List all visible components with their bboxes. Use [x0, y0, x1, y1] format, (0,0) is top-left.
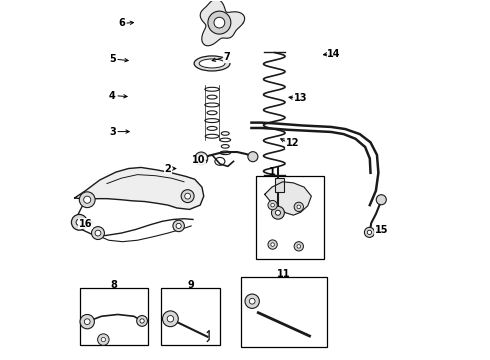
Circle shape	[368, 230, 371, 234]
Circle shape	[72, 215, 87, 230]
Circle shape	[76, 219, 82, 226]
Text: 3: 3	[109, 127, 116, 136]
Circle shape	[208, 11, 231, 34]
Text: 4: 4	[109, 91, 116, 101]
Text: 15: 15	[374, 225, 388, 235]
Text: 7: 7	[224, 52, 230, 62]
Text: 11: 11	[277, 269, 291, 279]
Circle shape	[98, 334, 109, 345]
Circle shape	[185, 193, 191, 199]
Ellipse shape	[199, 59, 225, 68]
Circle shape	[376, 195, 386, 205]
Text: 1: 1	[269, 167, 275, 177]
Circle shape	[249, 298, 255, 304]
Circle shape	[195, 152, 208, 165]
Polygon shape	[74, 167, 204, 210]
Circle shape	[173, 220, 184, 231]
Circle shape	[271, 206, 284, 219]
Circle shape	[214, 17, 225, 28]
Circle shape	[294, 242, 303, 251]
Circle shape	[101, 337, 105, 342]
Circle shape	[365, 227, 374, 237]
Circle shape	[294, 202, 303, 212]
Circle shape	[268, 201, 277, 210]
Circle shape	[140, 319, 144, 323]
Ellipse shape	[194, 56, 230, 71]
Bar	[275, 178, 284, 192]
Text: 6: 6	[118, 18, 124, 28]
Circle shape	[271, 243, 274, 246]
Text: 5: 5	[109, 54, 116, 64]
Bar	[80, 288, 148, 345]
Circle shape	[248, 152, 258, 162]
Bar	[466, 96, 477, 105]
Bar	[463, 93, 481, 108]
Polygon shape	[265, 182, 311, 215]
Circle shape	[199, 156, 204, 161]
Text: 16: 16	[79, 219, 92, 229]
Text: 12: 12	[286, 139, 299, 148]
Text: 8: 8	[111, 280, 118, 290]
Circle shape	[297, 205, 300, 209]
Circle shape	[297, 244, 300, 248]
Circle shape	[137, 316, 147, 326]
Circle shape	[167, 316, 173, 322]
Circle shape	[95, 230, 101, 236]
Circle shape	[84, 319, 90, 324]
Text: 9: 9	[187, 280, 194, 290]
Circle shape	[275, 210, 280, 215]
Circle shape	[84, 196, 91, 203]
Circle shape	[163, 311, 178, 327]
Circle shape	[181, 190, 194, 203]
Text: 13: 13	[294, 93, 307, 103]
Circle shape	[176, 223, 181, 229]
Text: 2: 2	[165, 163, 172, 174]
Polygon shape	[200, 0, 245, 46]
Text: 10: 10	[193, 155, 206, 165]
Circle shape	[245, 294, 259, 309]
Text: 14: 14	[327, 49, 341, 59]
Circle shape	[268, 240, 277, 249]
Bar	[161, 288, 220, 345]
Bar	[242, 277, 327, 347]
Bar	[256, 176, 324, 259]
Circle shape	[80, 315, 95, 329]
Circle shape	[79, 192, 95, 208]
Circle shape	[271, 203, 274, 207]
Circle shape	[92, 226, 104, 239]
